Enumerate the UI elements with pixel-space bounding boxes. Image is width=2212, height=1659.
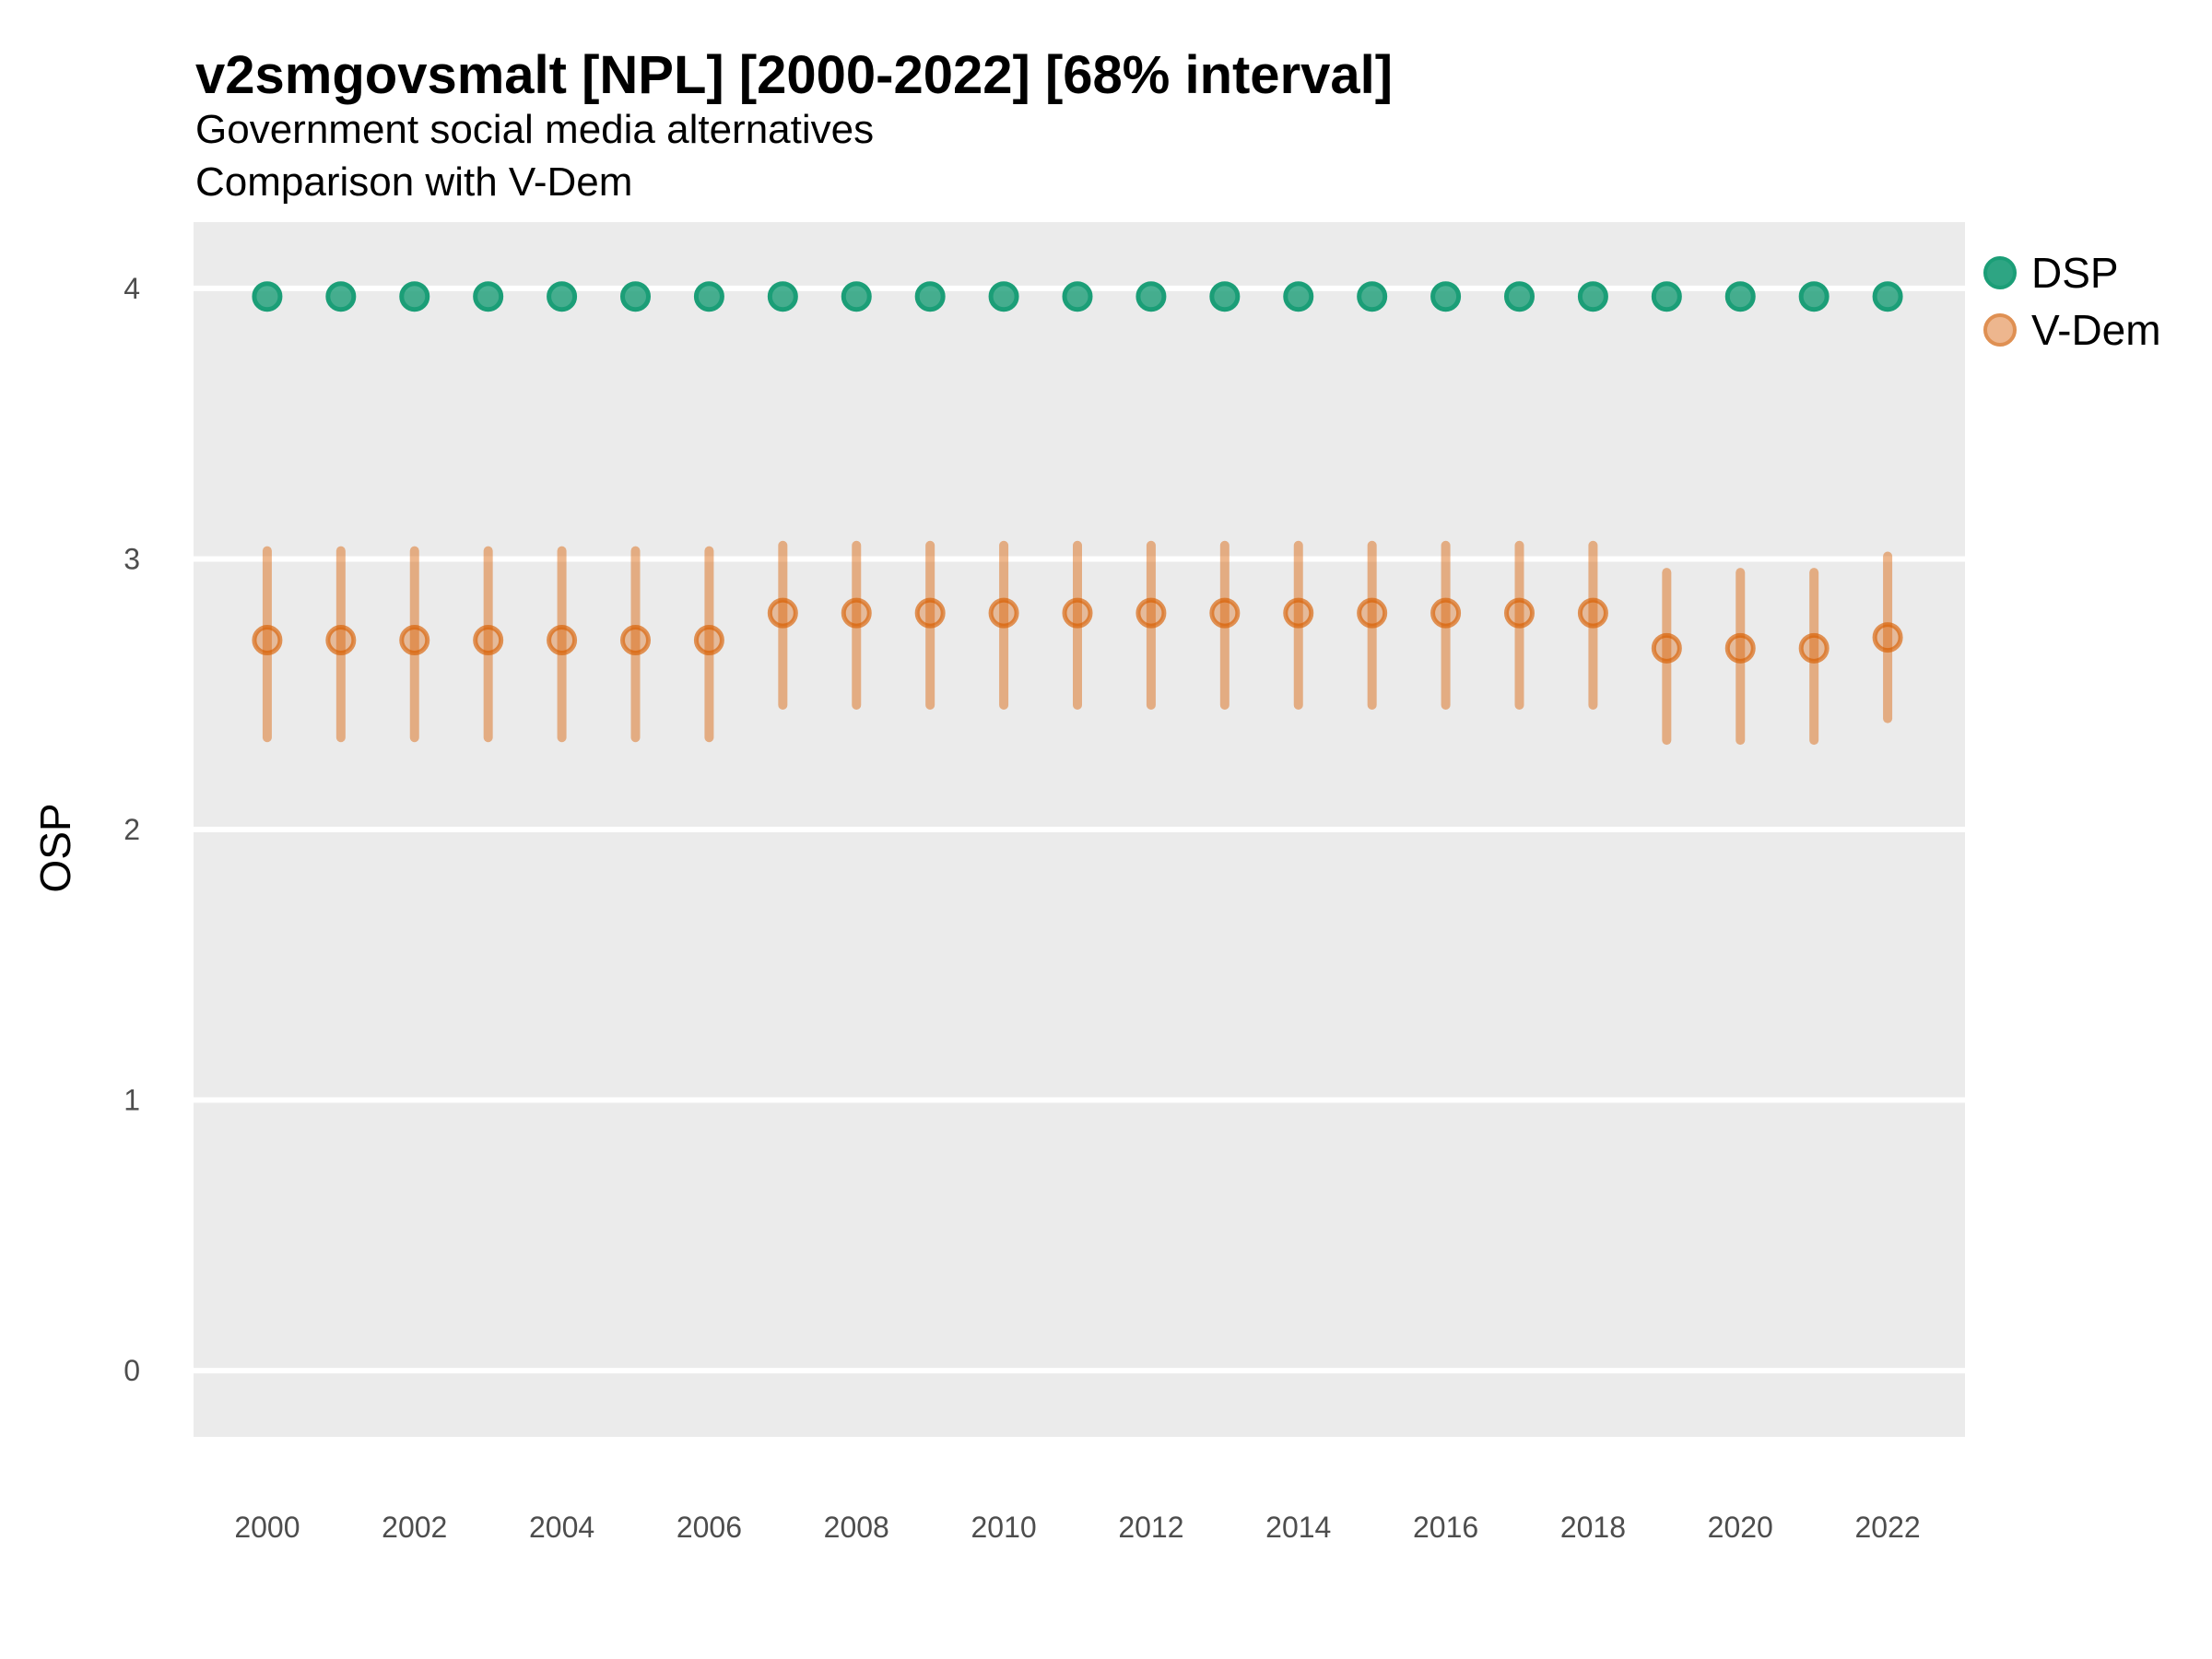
v-dem-point [1504,597,1535,629]
chart-title: v2smgovsmalt [NPL] [2000-2022] [68% inte… [195,45,1394,105]
x-tick-label-2002: 2002 [382,1511,447,1544]
x-tick-label-2008: 2008 [824,1511,889,1544]
x-tick-label-2016: 2016 [1413,1511,1478,1544]
v-dem-point [1135,597,1167,629]
y-tick-label-2: 2 [124,813,140,846]
x-tick-label-2000: 2000 [234,1511,300,1544]
y-tick-label-3: 3 [124,542,140,575]
chart-subtitle-line1: Government social media alternatives [195,107,875,152]
dsp-point [1798,281,1830,312]
v-dem-point [1209,597,1241,629]
x-tick-label-2004: 2004 [529,1511,594,1544]
v-dem-point [1062,597,1093,629]
dsp-point [1724,281,1756,312]
legend-label-dsp: DSP [2031,249,2119,297]
dsp-point [1283,281,1314,312]
dsp-point [620,281,652,312]
vdem-legend-dot-icon [1983,313,2017,347]
legend: DSP V-Dem [1983,249,2161,354]
v-dem-point [767,597,798,629]
dsp-point [693,281,724,312]
v-dem-point [547,625,578,656]
x-tick-label-2022: 2022 [1854,1511,1920,1544]
dsp-point [767,281,798,312]
v-dem-point [473,625,504,656]
dsp-point [1062,281,1093,312]
v-dem-point [988,597,1019,629]
v-dem-point [399,625,430,656]
v-dem-point [914,597,946,629]
dsp-point [1430,281,1462,312]
dsp-point [252,281,283,312]
v-dem-point [1724,632,1756,664]
dsp-point [1577,281,1608,312]
dsp-point [325,281,357,312]
v-dem-point [841,597,872,629]
dsp-point [988,281,1019,312]
legend-item-vdem: V-Dem [1983,306,2161,354]
x-tick-label-2020: 2020 [1708,1511,1773,1544]
dsp-point [1872,281,1903,312]
dsp-point [1651,281,1682,312]
dsp-point [1209,281,1241,312]
dsp-point [547,281,578,312]
v-dem-point [1577,597,1608,629]
x-tick-label-2006: 2006 [677,1511,742,1544]
dsp-point [473,281,504,312]
v-dem-point [1283,597,1314,629]
dsp-point [914,281,946,312]
v-dem-point [252,625,283,656]
v-dem-point [620,625,652,656]
dsp-point [1357,281,1388,312]
x-tick-label-2018: 2018 [1560,1511,1626,1544]
v-dem-point [325,625,357,656]
x-tick-label-2014: 2014 [1265,1511,1331,1544]
dsp-legend-dot-icon [1983,256,2017,289]
dsp-point [841,281,872,312]
x-tick-label-2010: 2010 [971,1511,1036,1544]
dsp-point [399,281,430,312]
v-dem-point [1357,597,1388,629]
y-tick-label-4: 4 [124,272,140,305]
chart-subtitle-line2: Comparison with V-Dem [195,159,633,205]
v-dem-point [1872,622,1903,653]
y-tick-label-1: 1 [124,1084,140,1117]
legend-label-vdem: V-Dem [2031,306,2161,354]
v-dem-point [1798,632,1830,664]
v-dem-point [1651,632,1682,664]
y-tick-label-0: 0 [124,1354,140,1387]
dsp-point [1135,281,1167,312]
x-tick-label-2012: 2012 [1118,1511,1183,1544]
v-dem-point [1430,597,1462,629]
v-dem-point [693,625,724,656]
dsp-point [1504,281,1535,312]
legend-item-dsp: DSP [1983,249,2161,297]
